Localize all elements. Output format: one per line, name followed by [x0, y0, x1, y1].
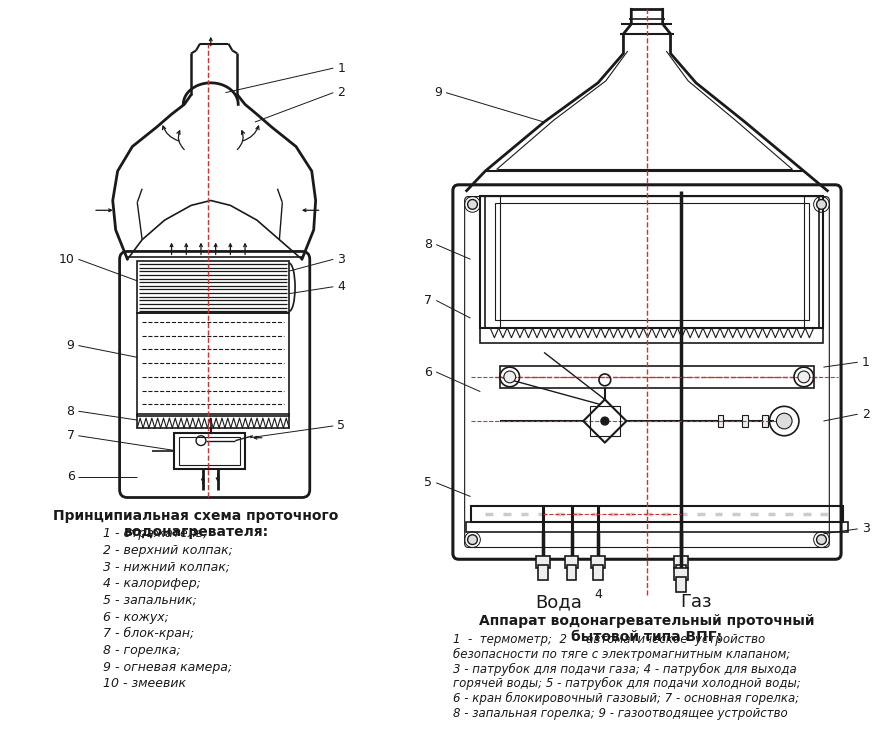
Bar — [762, 415, 767, 427]
Text: 2 - верхний колпак;: 2 - верхний колпак; — [103, 544, 233, 557]
Bar — [138, 313, 289, 416]
Text: 4: 4 — [337, 280, 345, 294]
Bar — [567, 565, 576, 580]
Circle shape — [817, 535, 827, 545]
Bar — [480, 196, 823, 328]
Bar — [674, 568, 688, 580]
Text: 5 - запальник;: 5 - запальник; — [103, 594, 197, 607]
Bar — [480, 328, 823, 343]
Text: 9: 9 — [434, 86, 442, 99]
Text: 10: 10 — [59, 252, 75, 266]
Bar — [591, 557, 605, 568]
Text: Вода: Вода — [535, 593, 583, 611]
Text: 3 - патрубок для подачи газа; 4 - патрубок для выхода: 3 - патрубок для подачи газа; 4 - патруб… — [453, 663, 797, 675]
Text: 6: 6 — [424, 365, 432, 379]
Bar — [471, 506, 843, 522]
Circle shape — [468, 199, 478, 209]
Bar — [179, 437, 240, 465]
Text: 5: 5 — [337, 420, 345, 433]
Text: 6 - кран блокировочный газовый; 7 - основная горелка;: 6 - кран блокировочный газовый; 7 - осно… — [453, 692, 799, 705]
Text: 9: 9 — [67, 339, 75, 352]
Bar — [138, 414, 289, 428]
Text: 3 - нижний колпак;: 3 - нижний колпак; — [103, 560, 230, 574]
Text: 1: 1 — [337, 62, 345, 75]
Bar — [742, 415, 748, 427]
Bar — [495, 203, 809, 320]
Text: 1 - отражатель;: 1 - отражатель; — [103, 527, 207, 540]
Circle shape — [817, 199, 827, 209]
Text: 5: 5 — [424, 477, 432, 489]
Circle shape — [503, 371, 516, 382]
Circle shape — [601, 417, 609, 425]
Text: 8: 8 — [67, 405, 75, 418]
Text: 1: 1 — [861, 356, 869, 369]
Circle shape — [776, 413, 792, 429]
Bar — [138, 261, 289, 313]
Text: 8 - горелка;: 8 - горелка; — [103, 644, 180, 657]
Bar — [465, 522, 848, 532]
Text: 7 - блок-кран;: 7 - блок-кран; — [103, 627, 194, 640]
Text: горячей воды; 5 - патрубок для подачи холодной воды;: горячей воды; 5 - патрубок для подачи хо… — [453, 678, 801, 690]
Bar — [538, 565, 548, 580]
Text: 9 - огневая камера;: 9 - огневая камера; — [103, 660, 232, 674]
Text: Принципиальная схема проточного
водонагревателя:: Принципиальная схема проточного водонагр… — [53, 509, 338, 539]
Text: 10 - змеевик: 10 - змеевик — [103, 678, 186, 690]
Text: 1  -  термометр;  2  -  автоматическое  устройство: 1 - термометр; 2 - автоматическое устрой… — [453, 633, 765, 646]
Text: 4 - калорифер;: 4 - калорифер; — [103, 577, 201, 590]
Bar — [500, 366, 813, 388]
Bar — [677, 565, 686, 580]
Circle shape — [798, 371, 810, 382]
Text: 7: 7 — [67, 430, 75, 442]
Text: 4: 4 — [594, 588, 602, 601]
Bar — [677, 577, 686, 592]
Text: Газ: Газ — [680, 593, 712, 611]
Text: 2: 2 — [337, 86, 345, 99]
Text: 3: 3 — [861, 522, 869, 536]
Bar — [674, 557, 688, 568]
Text: 8: 8 — [424, 238, 432, 251]
Bar — [718, 415, 724, 427]
Text: 6: 6 — [67, 471, 75, 483]
Text: 6 - кожух;: 6 - кожух; — [103, 610, 169, 624]
Circle shape — [468, 535, 478, 545]
Text: 7: 7 — [424, 294, 432, 307]
Text: Аппарат водонагревательный проточный
бытовой типа ВПГ:: Аппарат водонагревательный проточный быт… — [480, 614, 814, 645]
Bar — [591, 406, 620, 436]
Text: 2: 2 — [861, 408, 869, 421]
Text: 3: 3 — [337, 252, 345, 266]
Bar — [536, 557, 550, 568]
Text: 8 - запальная горелка; 9 - газоотводящее устройство: 8 - запальная горелка; 9 - газоотводящее… — [453, 707, 788, 719]
Bar — [593, 565, 603, 580]
Bar — [565, 557, 578, 568]
Text: безопасности по тяге с электромагнитным клапаном;: безопасности по тяге с электромагнитным … — [453, 648, 790, 661]
Bar — [174, 433, 245, 469]
